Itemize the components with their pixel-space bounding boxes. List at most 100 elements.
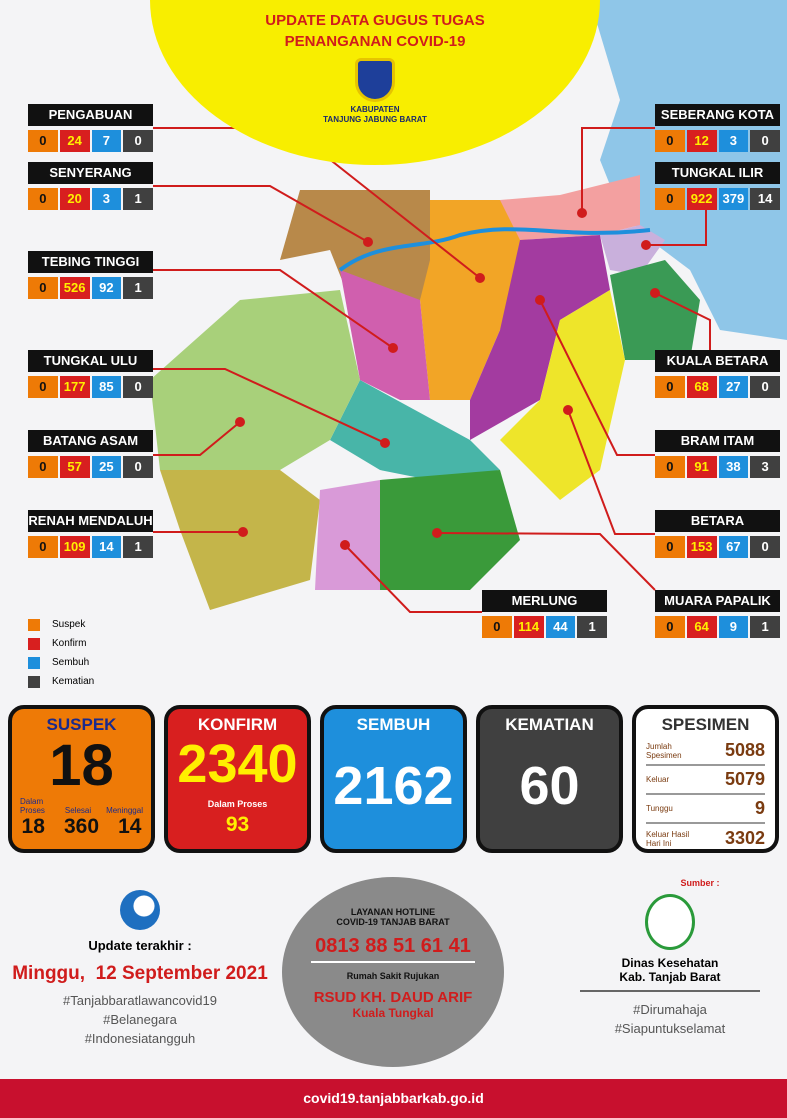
district-suspek: 0 bbox=[655, 130, 685, 152]
district-sembuh: 44 bbox=[545, 616, 576, 638]
district-suspek: 0 bbox=[28, 277, 58, 299]
suspek-card: SUSPEK 18 Dalam Proses Selesai Meninggal 1… bbox=[8, 705, 155, 853]
district-kematian: 1 bbox=[123, 188, 153, 210]
konfirm-card: KONFIRM 2340 Dalam Proses 93 bbox=[164, 705, 311, 853]
district-name: BRAM ITAM bbox=[655, 430, 780, 452]
kematian-card: KEMATIAN 60 bbox=[476, 705, 623, 853]
district-kematian: 0 bbox=[750, 376, 780, 398]
district-suspek: 0 bbox=[655, 616, 685, 638]
district-suspek: 0 bbox=[655, 376, 685, 398]
district-sembuh: 3 bbox=[718, 130, 749, 152]
region-bram-itam bbox=[470, 235, 610, 440]
district-kematian: 0 bbox=[123, 130, 153, 152]
district-suspek: 0 bbox=[28, 536, 58, 558]
district-map bbox=[150, 0, 787, 613]
spesimen-row: Tunggu 9 bbox=[646, 795, 765, 824]
district-suspek: 0 bbox=[482, 616, 512, 638]
leader-lines bbox=[153, 127, 711, 613]
district-kematian: 0 bbox=[750, 130, 780, 152]
legend-item: Kematian bbox=[28, 672, 94, 691]
district-name: SENYERANG bbox=[28, 162, 153, 184]
sembuh-card: SEMBUH 2162 bbox=[320, 705, 467, 853]
region-tungkal-ilir bbox=[600, 225, 665, 275]
district-konfirm: 12 bbox=[686, 130, 717, 152]
district-konfirm: 57 bbox=[59, 456, 90, 478]
district-konfirm: 24 bbox=[59, 130, 90, 152]
district-sembuh: 14 bbox=[91, 536, 122, 558]
district-sembuh: 7 bbox=[91, 130, 122, 152]
district-box-batang-asam: BATANG ASAM 0 57 25 0 bbox=[28, 430, 153, 478]
district-sembuh: 38 bbox=[718, 456, 749, 478]
district-konfirm: 153 bbox=[686, 536, 717, 558]
spesimen-row: Keluar 5079 bbox=[646, 766, 765, 795]
legend-item: Sembuh bbox=[28, 653, 94, 672]
district-suspek: 0 bbox=[28, 456, 58, 478]
legend-item: Suspek bbox=[28, 615, 94, 634]
title-line2: PENANGANAN COVID-19 bbox=[284, 33, 466, 50]
district-name: TUNGKAL ILIR bbox=[655, 162, 780, 184]
region-tungkal-ulu bbox=[330, 380, 500, 480]
district-konfirm: 68 bbox=[686, 376, 717, 398]
district-suspek: 0 bbox=[28, 188, 58, 210]
district-kematian: 1 bbox=[123, 277, 153, 299]
district-konfirm: 109 bbox=[59, 536, 90, 558]
district-suspek: 0 bbox=[28, 376, 58, 398]
region-muara-papalik bbox=[380, 470, 520, 590]
district-suspek: 0 bbox=[28, 130, 58, 152]
district-konfirm: 526 bbox=[59, 277, 90, 299]
district-name: PENGABUAN bbox=[28, 104, 153, 126]
konfirm-total: 2340 bbox=[177, 734, 298, 794]
region-senyerang bbox=[280, 190, 430, 300]
district-name: BETARA bbox=[655, 510, 780, 532]
region-merlung bbox=[315, 480, 380, 590]
hotline-number[interactable]: 0813 88 51 61 41 bbox=[311, 935, 475, 963]
river bbox=[338, 227, 651, 272]
district-name: MUARA PAPALIK bbox=[655, 590, 780, 612]
district-konfirm: 20 bbox=[59, 188, 90, 210]
source-section: Sumber : Dinas Kesehatan Kab. Tanjab Bar… bbox=[580, 878, 760, 1038]
district-sembuh: 85 bbox=[91, 376, 122, 398]
update-section: Update terakhir : Minggu, 12 September 2… bbox=[10, 890, 270, 1048]
legend-item: Konfirm bbox=[28, 634, 94, 653]
kominfo-logo-icon bbox=[120, 890, 160, 930]
district-name: KUALA BETARA bbox=[655, 350, 780, 372]
district-konfirm: 91 bbox=[686, 456, 717, 478]
region-betara bbox=[500, 290, 625, 500]
district-kematian: 0 bbox=[123, 376, 153, 398]
district-sembuh: 25 bbox=[91, 456, 122, 478]
district-box-tungkal-ilir: TUNGKAL ILIR 0 922 379 14 bbox=[655, 162, 780, 210]
district-box-tungkal-ulu: TUNGKAL ULU 0 177 85 0 bbox=[28, 350, 153, 398]
sembuh-total: 2162 bbox=[333, 756, 454, 816]
district-kematian: 1 bbox=[750, 616, 780, 638]
kematian-total: 60 bbox=[519, 756, 580, 816]
district-kematian: 14 bbox=[750, 188, 780, 210]
district-kematian: 0 bbox=[750, 536, 780, 558]
spesimen-row: Jumlah Spesimen 5088 bbox=[646, 737, 765, 766]
district-konfirm: 177 bbox=[59, 376, 90, 398]
district-box-pengabuan: PENGABUAN 0 24 7 0 bbox=[28, 104, 153, 152]
district-kematian: 3 bbox=[750, 456, 780, 478]
region-batang-asam bbox=[150, 290, 360, 470]
district-box-kuala-betara: KUALA BETARA 0 68 27 0 bbox=[655, 350, 780, 398]
district-suspek: 0 bbox=[655, 456, 685, 478]
update-date: Minggu, 12 September 2021 bbox=[12, 963, 268, 984]
district-box-merlung: MERLUNG 0 114 44 1 bbox=[482, 590, 607, 638]
district-kematian: 1 bbox=[577, 616, 607, 638]
kabupaten-name: TANJUNG JABUNG BARAT bbox=[323, 115, 427, 124]
footer-url[interactable]: covid19.tanjabbarkab.go.id bbox=[0, 1079, 787, 1118]
legend: Suspek Konfirm Sembuh Kematian bbox=[28, 615, 94, 691]
district-konfirm: 922 bbox=[686, 188, 717, 210]
district-sembuh: 27 bbox=[718, 376, 749, 398]
district-sembuh: 379 bbox=[718, 188, 749, 210]
district-kematian: 1 bbox=[123, 536, 153, 558]
district-suspek: 0 bbox=[655, 536, 685, 558]
district-konfirm: 114 bbox=[513, 616, 544, 638]
district-name: MERLUNG bbox=[482, 590, 607, 612]
title-line1: UPDATE DATA GUGUS TUGAS bbox=[265, 12, 485, 29]
district-name: TUNGKAL ULU bbox=[28, 350, 153, 372]
district-konfirm: 64 bbox=[686, 616, 717, 638]
spesimen-row: Keluar Hasil Hari Ini 3302 bbox=[646, 828, 765, 848]
district-name: TEBING TINGGI bbox=[28, 251, 153, 273]
kabupaten-label: KABUPATEN bbox=[350, 105, 400, 114]
district-suspek: 0 bbox=[655, 188, 685, 210]
